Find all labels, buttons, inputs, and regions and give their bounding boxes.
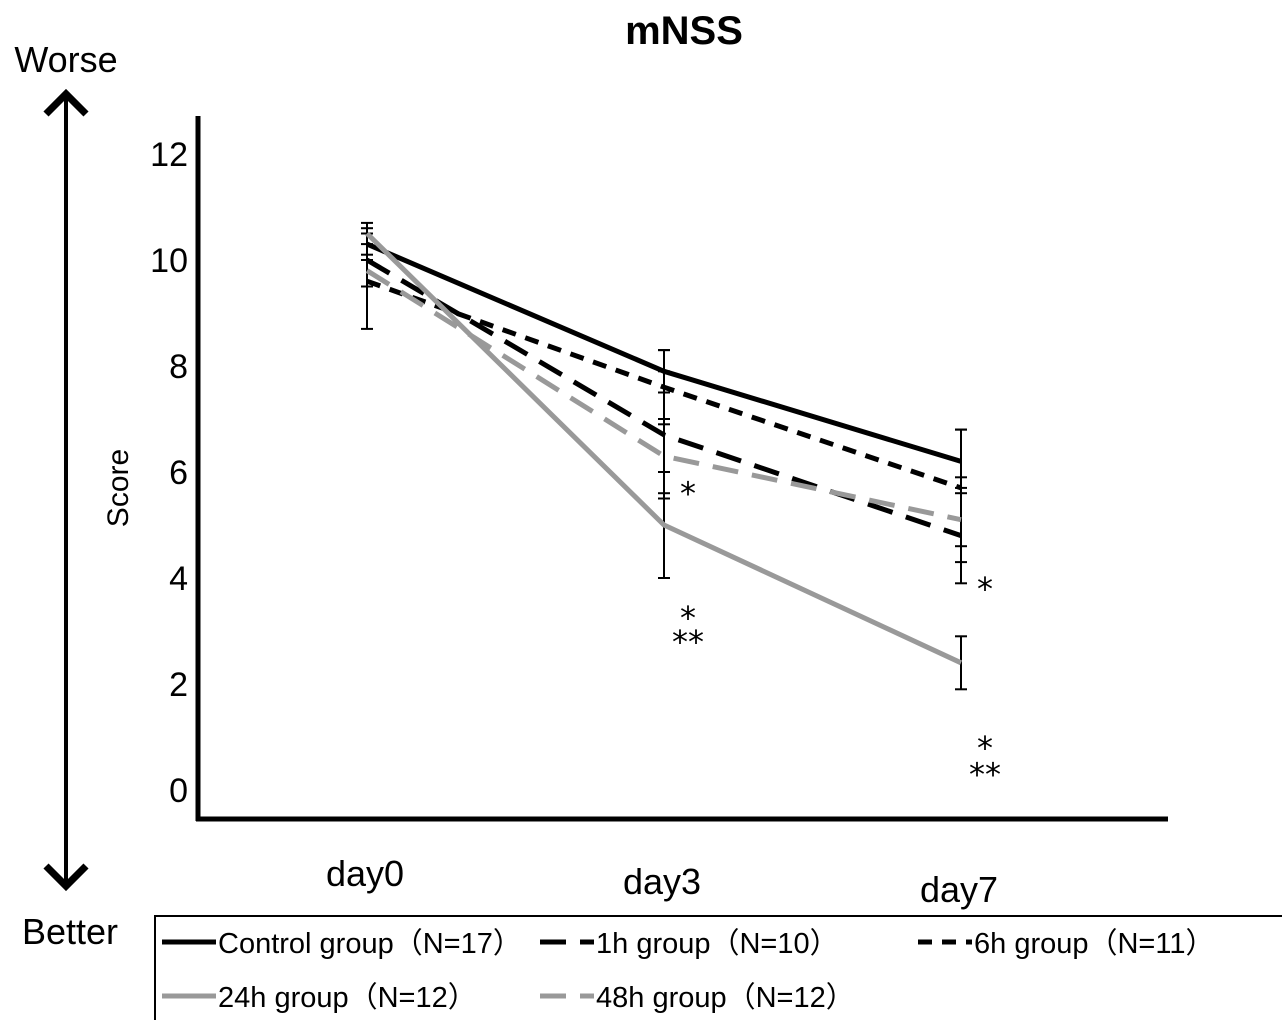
- y-tick-label: 6: [169, 454, 188, 492]
- significance-marker: *: [680, 599, 696, 637]
- worse-label: Worse: [14, 39, 117, 80]
- x-tick-label: day7: [920, 869, 998, 910]
- significance-marker: **: [969, 756, 1001, 794]
- legend-item: 1h group（N=10）: [540, 928, 839, 960]
- legend-label: Control group（N=17）: [218, 928, 522, 960]
- chart-title: mNSS: [625, 9, 743, 53]
- significance-marker: *: [680, 475, 696, 513]
- y-tick-label: 12: [150, 136, 188, 174]
- y-axis-label: Score: [102, 449, 135, 527]
- y-tick-label: 4: [169, 560, 188, 598]
- series-line: [366, 241, 962, 464]
- significance-marker: *: [977, 729, 993, 767]
- significance-marker: *: [977, 570, 993, 608]
- legend-item: 48h group（N=12）: [540, 982, 855, 1014]
- legend-label: 24h group（N=12）: [218, 982, 477, 1014]
- x-tick-label: day3: [623, 861, 701, 902]
- x-tick-label: day0: [326, 853, 404, 894]
- series-line: [366, 278, 962, 491]
- significance-marker: **: [672, 623, 704, 661]
- legend-item: Control group（N=17）: [162, 928, 522, 960]
- y-tick-label: 0: [169, 772, 188, 810]
- legend-label: 1h group（N=10）: [596, 928, 839, 960]
- y-tick-label: 2: [169, 666, 188, 704]
- legend-label: 6h group（N=11）: [974, 928, 1214, 960]
- error-bar: [658, 418, 670, 495]
- legend-label: 48h group（N=12）: [596, 982, 855, 1014]
- series-line: [365, 231, 963, 666]
- y-tick-label: 8: [169, 348, 188, 386]
- better-label: Better: [22, 911, 118, 952]
- legend-item: 6h group（N=11）: [918, 928, 1214, 960]
- series-line: [365, 257, 962, 538]
- legend-item: 24h group（N=12）: [162, 982, 477, 1014]
- legend-box: [154, 915, 1282, 1020]
- y-tick-label: 10: [150, 242, 188, 280]
